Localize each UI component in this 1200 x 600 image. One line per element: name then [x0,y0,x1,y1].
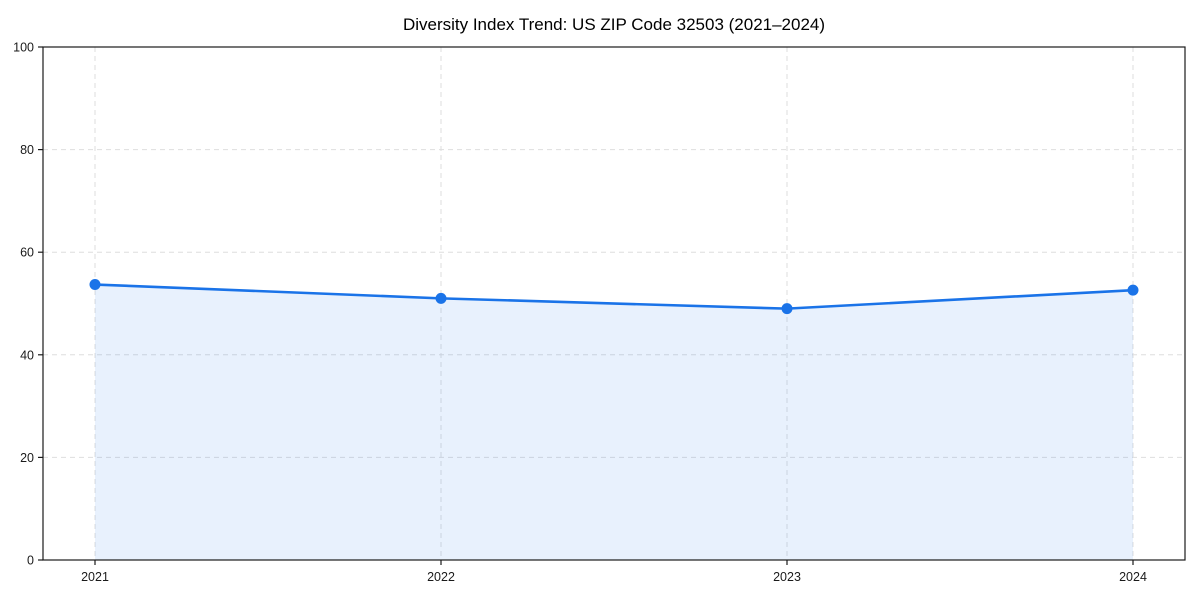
x-tick-label-2023: 2023 [773,570,801,584]
y-tick-label-0: 0 [27,554,34,568]
y-tick-label-100: 100 [13,41,34,55]
axis-layer: 0 20 40 60 80 100 2021 2022 2023 2024 [13,41,1186,584]
trend-line [93,283,1135,310]
data-point-2024 [1127,284,1139,296]
plot-border [42,46,1186,561]
y-tick-label-80: 80 [20,143,34,157]
data-point-2022 [435,292,447,304]
x-tick-label-2024: 2024 [1119,570,1147,584]
y-tick-label-40: 40 [20,348,34,362]
series-layer [89,279,1139,560]
data-point-2021 [89,279,101,291]
chart-title: Diversity Index Trend: US ZIP Code 32503… [403,15,825,34]
y-tick-label-60: 60 [20,246,34,260]
area-fill [95,284,1133,560]
x-tick-label-2021: 2021 [81,570,109,584]
x-tick-label-2022: 2022 [427,570,455,584]
data-point-2023 [781,303,793,315]
y-tick-label-20: 20 [20,451,34,465]
